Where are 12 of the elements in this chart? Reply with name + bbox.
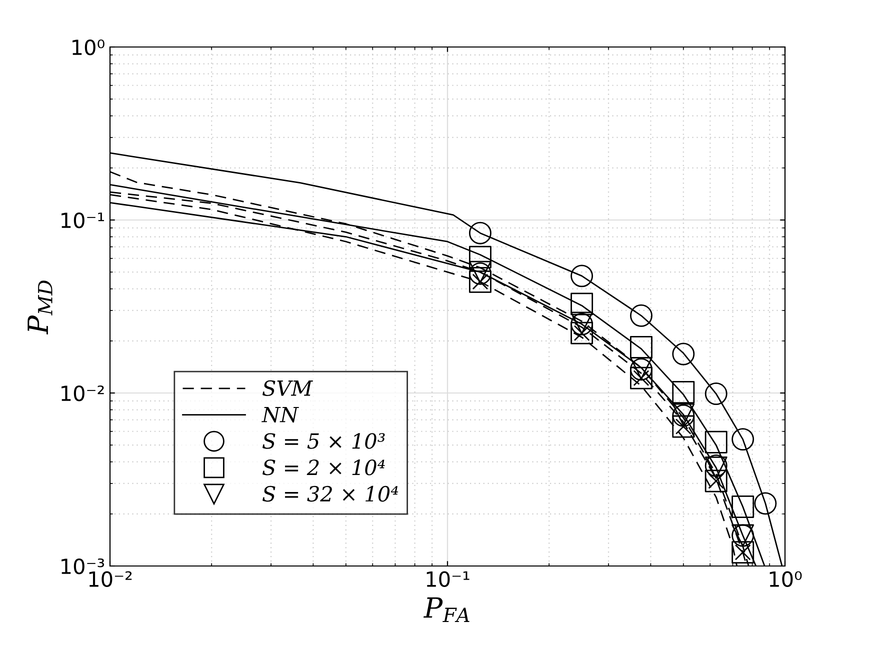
y-tick-label: 10⁻¹: [62, 212, 104, 228]
legend-label: SVM: [262, 380, 313, 396]
legend-label: S = 2 × 10⁴: [262, 460, 385, 476]
legend-label: NN: [262, 406, 299, 422]
x-tick-label: 10⁻¹: [426, 571, 470, 587]
y-tick-label: 10⁰: [72, 39, 104, 56]
y-axis-title: P$_{MD}$: [28, 280, 52, 335]
x-tick-label: 10⁰: [770, 571, 802, 587]
y-tick-label: 10⁻²: [62, 385, 104, 402]
x-axis-title: P$_{FA}$: [423, 597, 470, 622]
legend-label: S = 5 × 10³: [262, 433, 385, 449]
legend-label: S = 32 × 10⁴: [262, 486, 398, 502]
